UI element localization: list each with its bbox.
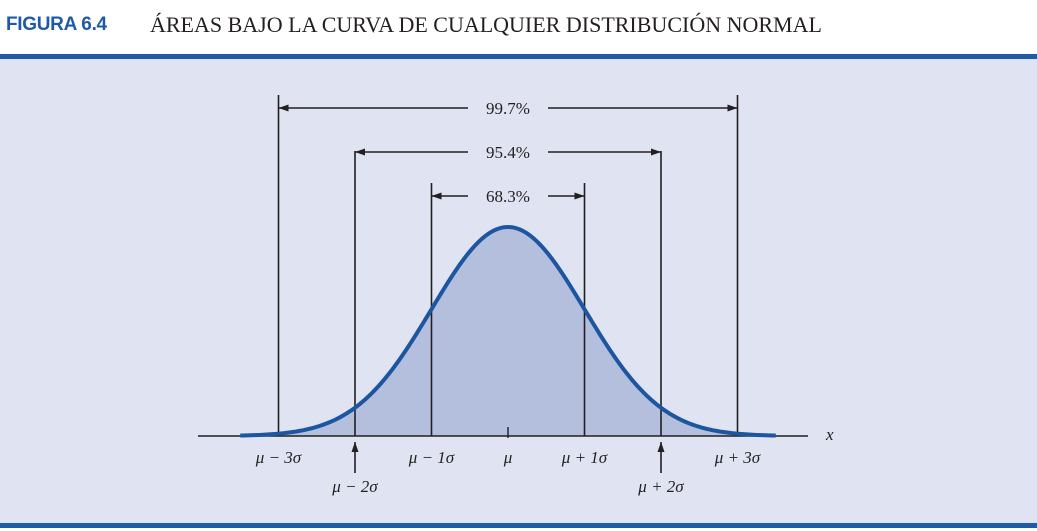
top-rule [0,54,1037,59]
normal-curve [240,225,776,438]
tick-label-mean: μ [503,448,513,467]
interval-label-1sigma: 68.3% [486,187,530,206]
tick-label-plus1: μ + 1σ [561,448,608,467]
interval-label-2sigma: 95.4% [486,143,530,162]
tick-label-plus2: μ + 2σ [637,477,684,496]
bottom-rule [0,523,1037,528]
tick-label-minus1: μ − 1σ [408,448,455,467]
normal-distribution-chart: x 99.7% 95.4% 68.3% μ − 3σ μ − 2σ μ − 1σ μ μ + 1… [198,95,834,496]
figure-title: ÁREAS BAJO LA CURVA DE CUALQUIER DISTRIB… [150,12,822,37]
chart-panel: x 99.7% 95.4% 68.3% μ − 3σ μ − 2σ μ − 1σ μ μ + 1… [0,59,1037,523]
tick-label-minus3: μ − 3σ [255,448,302,467]
x-axis-label: x [825,425,834,444]
tick-label-minus2: μ − 2σ [331,477,378,496]
tick-label-plus3: μ + 3σ [714,448,761,467]
figure-header: FIGURA 6.4 ÁREAS BAJO LA CURVA DE CUALQU… [0,0,1037,54]
interval-label-3sigma: 99.7% [486,99,530,118]
figure-label: FIGURA 6.4 [6,14,107,35]
shaded-area [278,227,738,436]
